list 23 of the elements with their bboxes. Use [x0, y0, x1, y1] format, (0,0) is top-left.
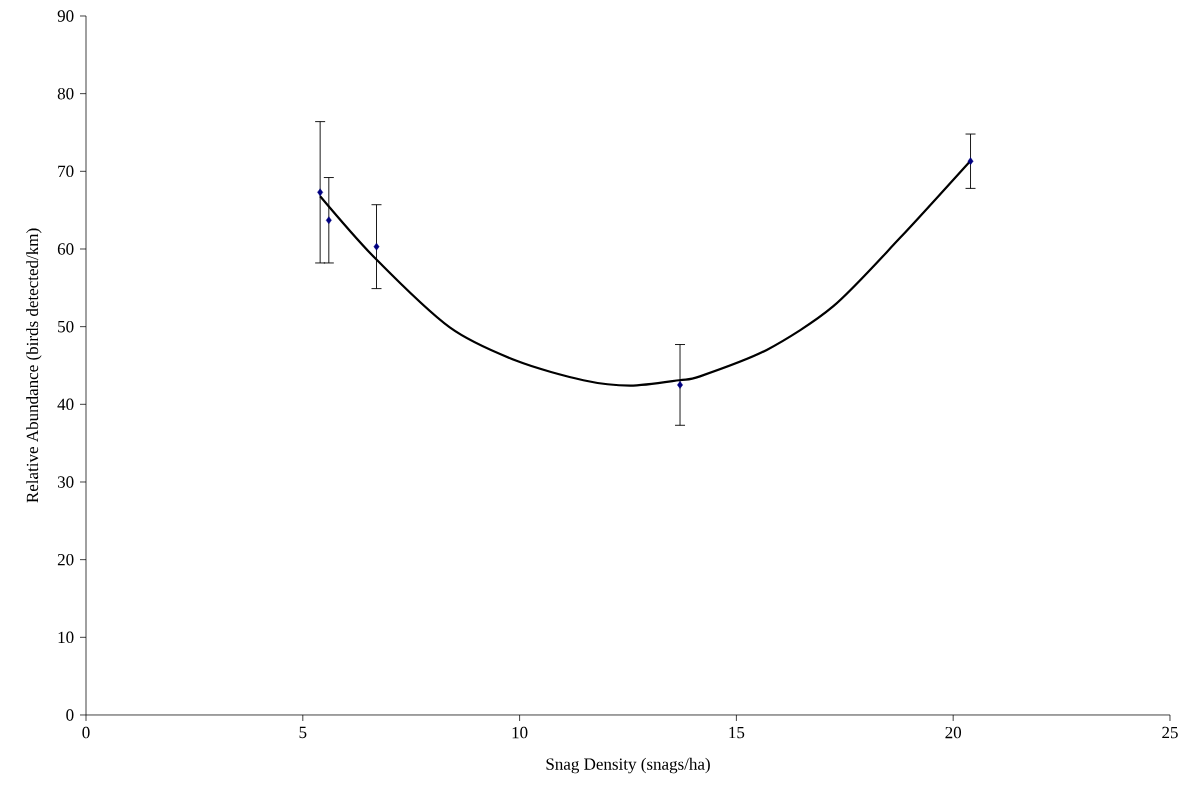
y-tick-label: 20	[57, 553, 74, 566]
y-tick-label: 30	[57, 476, 74, 488]
x-tick-label: 20	[945, 726, 962, 739]
x-tick-label: 5	[299, 726, 307, 739]
y-tick-label: 90	[57, 10, 74, 22]
x-tick-label: 15	[729, 726, 745, 739]
y-tick-label: 80	[57, 87, 74, 100]
y-tick-label: 60	[57, 243, 74, 255]
x-tick-label: 0	[82, 726, 90, 739]
y-tick-label: 40	[57, 398, 74, 411]
y-tick-label: 50	[58, 320, 74, 333]
y-axis-title: Relative Abundance (birds detected/km)	[26, 228, 42, 503]
point	[317, 188, 324, 197]
x-axis-title: Snag Density (snags/ha)	[546, 757, 710, 774]
point	[967, 157, 974, 166]
point	[325, 216, 332, 225]
point	[677, 381, 683, 389]
y-tick-label: 0	[66, 709, 74, 721]
x-tick-label: 10	[512, 726, 528, 739]
y-tick-label: 10	[58, 631, 74, 644]
point	[373, 242, 380, 251]
x-tick-label: 25	[1162, 726, 1178, 739]
y-tick-label: 70	[58, 165, 74, 178]
